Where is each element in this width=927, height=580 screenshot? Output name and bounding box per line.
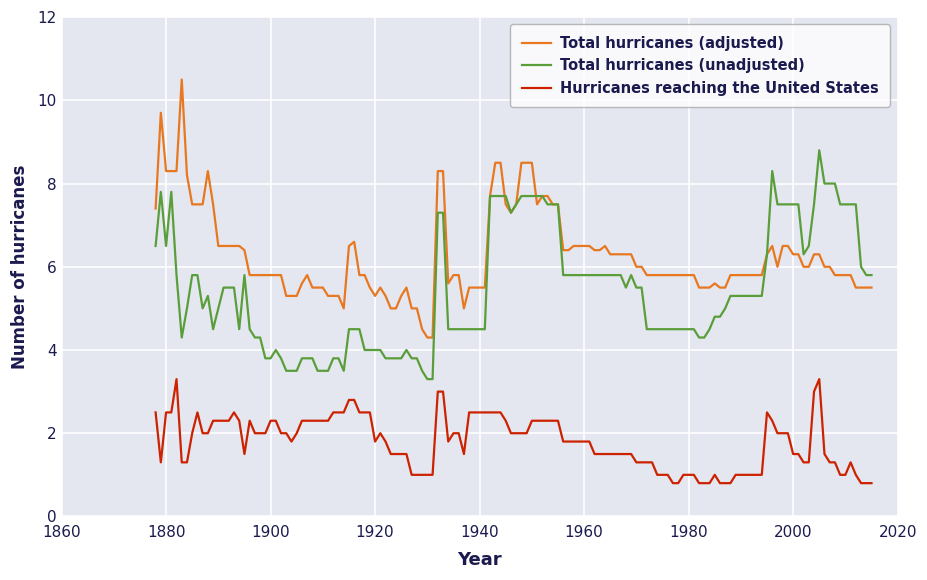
Total hurricanes (unadjusted) — [865, 271, 876, 278]
Total hurricanes (adjusted) — [567, 242, 578, 249]
Hurricanes reaching the United States — [865, 480, 876, 487]
Total hurricanes (adjusted) — [442, 280, 453, 287]
Hurricanes reaching the United States — [563, 438, 574, 445]
Total hurricanes (unadjusted) — [421, 376, 432, 383]
Total hurricanes (adjusted) — [859, 284, 870, 291]
Total hurricanes (adjusted) — [176, 76, 187, 83]
Total hurricanes (unadjusted) — [563, 271, 574, 278]
Total hurricanes (unadjusted) — [411, 355, 422, 362]
Total hurricanes (unadjusted) — [859, 271, 870, 278]
Total hurricanes (adjusted) — [865, 284, 876, 291]
Hurricanes reaching the United States — [667, 480, 678, 487]
Legend: Total hurricanes (adjusted), Total hurricanes (unadjusted), Hurricanes reaching : Total hurricanes (adjusted), Total hurri… — [510, 24, 889, 107]
Hurricanes reaching the United States — [150, 409, 161, 416]
Hurricanes reaching the United States — [859, 480, 870, 487]
Total hurricanes (adjusted) — [672, 271, 683, 278]
Total hurricanes (adjusted) — [416, 326, 427, 333]
Line: Hurricanes reaching the United States: Hurricanes reaching the United States — [156, 379, 870, 483]
Hurricanes reaching the United States — [437, 388, 448, 395]
Total hurricanes (unadjusted) — [437, 209, 448, 216]
Line: Total hurricanes (unadjusted): Total hurricanes (unadjusted) — [156, 150, 870, 379]
Hurricanes reaching the United States — [416, 472, 427, 478]
Total hurricanes (unadjusted) — [150, 242, 161, 249]
Total hurricanes (unadjusted) — [667, 326, 678, 333]
Line: Total hurricanes (adjusted): Total hurricanes (adjusted) — [156, 79, 870, 338]
Total hurricanes (adjusted) — [766, 242, 777, 249]
Hurricanes reaching the United States — [171, 376, 182, 383]
Total hurricanes (adjusted) — [421, 334, 432, 341]
X-axis label: Year: Year — [457, 551, 502, 569]
Total hurricanes (unadjusted) — [813, 147, 824, 154]
Total hurricanes (adjusted) — [150, 205, 161, 212]
Hurricanes reaching the United States — [672, 480, 683, 487]
Hurricanes reaching the United States — [766, 417, 777, 424]
Total hurricanes (unadjusted) — [761, 251, 772, 258]
Y-axis label: Number of hurricanes: Number of hurricanes — [11, 165, 29, 369]
